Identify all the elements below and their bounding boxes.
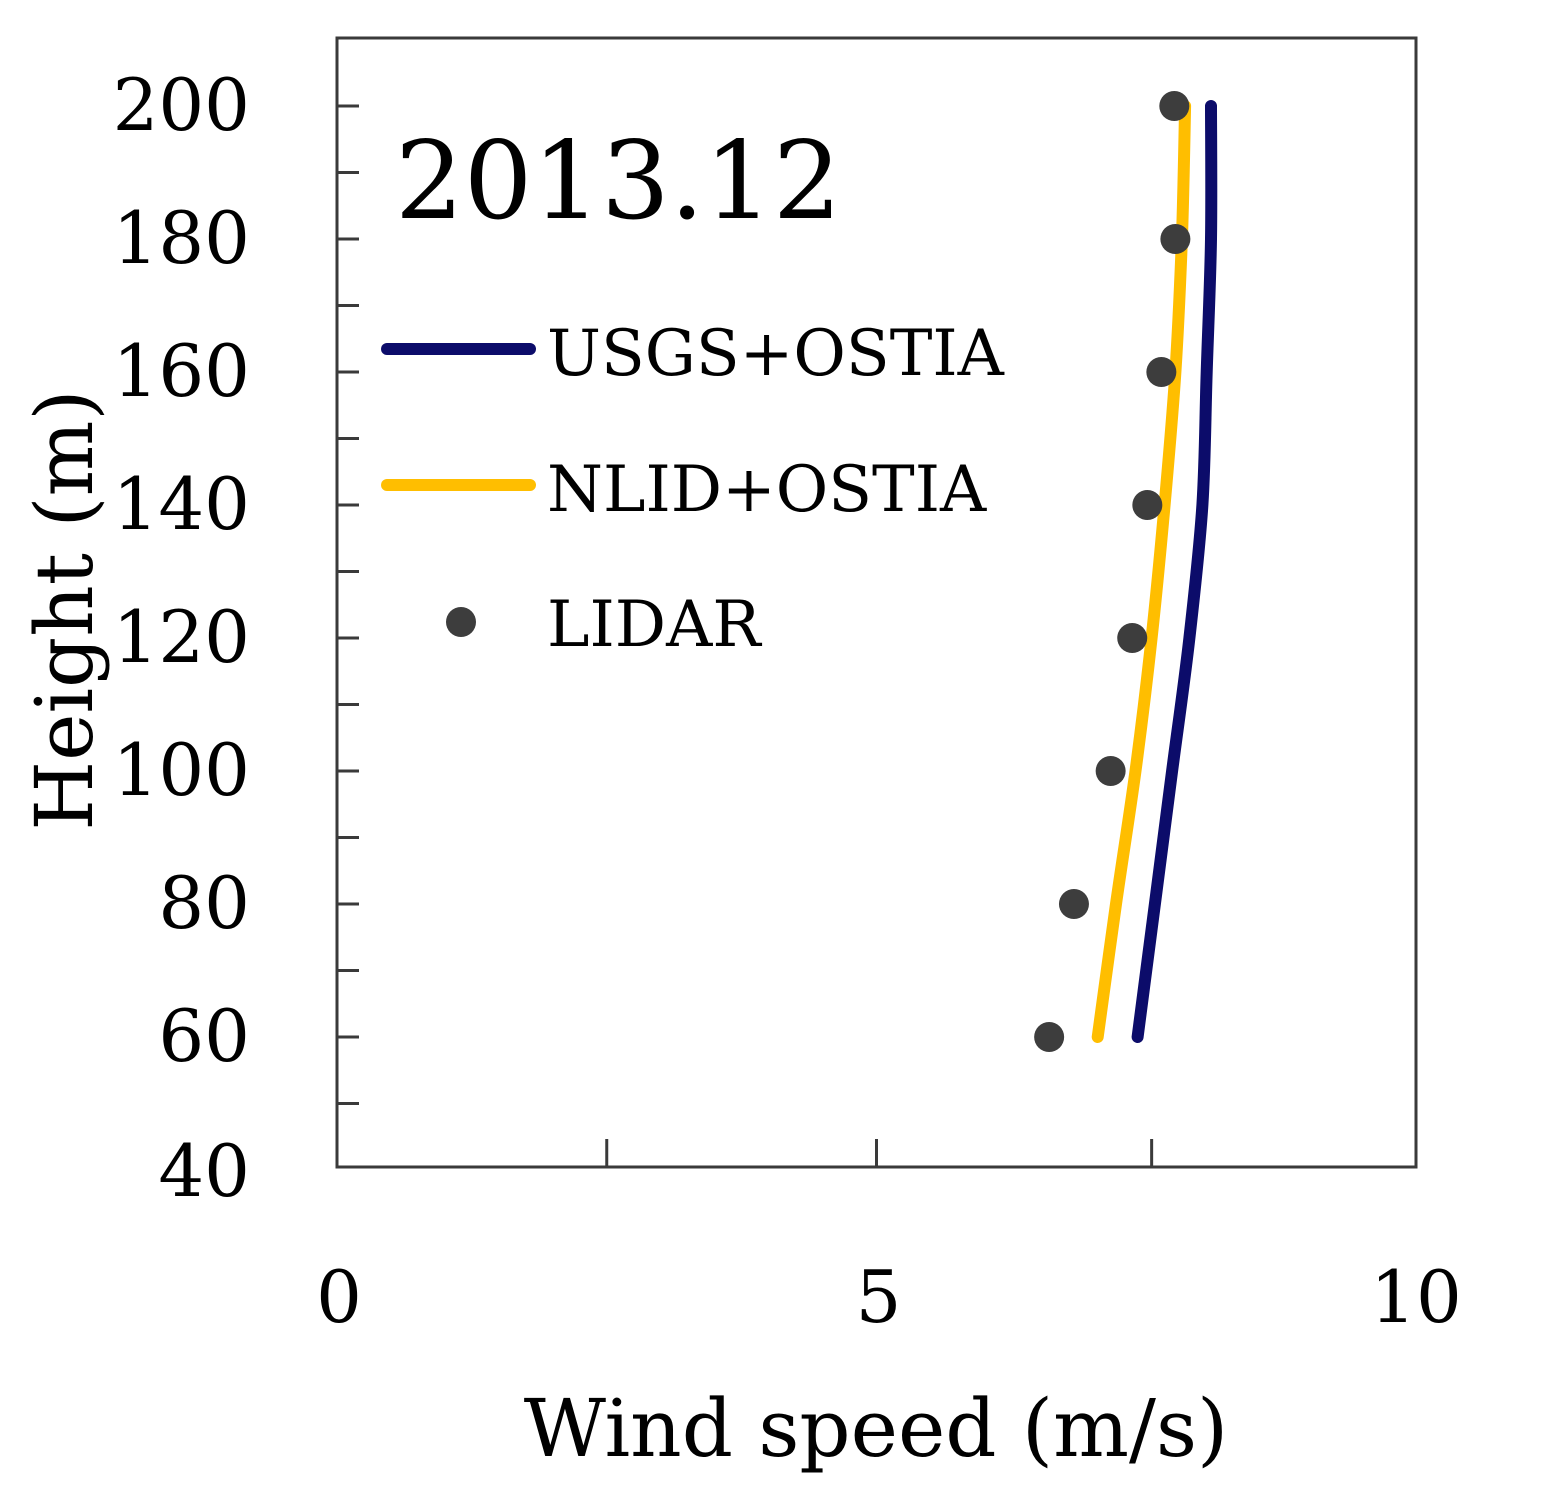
series-line-usgs-ostia <box>1131 100 1218 1043</box>
y-tick-label: 200 <box>113 63 250 147</box>
y-tick-label: 120 <box>113 595 250 679</box>
y-tick-label: 160 <box>113 329 250 413</box>
lidar-point <box>1159 91 1190 121</box>
y-tick-label: 100 <box>113 728 250 812</box>
x-tick-label: 5 <box>856 1255 902 1339</box>
y-axis-label: Height (m) <box>18 389 111 830</box>
lidar-point <box>1034 1022 1065 1052</box>
chart-title: 2013.12 <box>395 119 842 244</box>
y-minor-ticks <box>337 171 359 1105</box>
x-tick-labels: 0 5 10 <box>316 1255 1462 1339</box>
y-tick-label: 180 <box>113 196 250 280</box>
y-tick-label: 80 <box>158 861 250 945</box>
legend-label-lidar: LIDAR <box>547 588 762 662</box>
y-major-ticks <box>337 104 359 1039</box>
lidar-point <box>1132 490 1163 520</box>
legend: USGS+OSTIA NLID+OSTIA LIDAR <box>381 317 1005 662</box>
legend-marker-lidar <box>446 607 476 637</box>
lidar-point <box>1095 756 1126 786</box>
lidar-point <box>1058 889 1089 919</box>
x-minor-ticks <box>605 1139 1154 1167</box>
x-tick-label: 10 <box>1370 1255 1462 1339</box>
y-tick-label: 60 <box>158 994 250 1078</box>
lidar-point <box>1160 224 1191 254</box>
y-tick-label: 40 <box>158 1129 250 1213</box>
series-line-nlid-ostia <box>1091 100 1192 1043</box>
legend-label-nlid-ostia: NLID+OSTIA <box>547 453 987 527</box>
lidar-point <box>1117 623 1148 653</box>
x-axis-label: Wind speed (m/s) <box>524 1382 1228 1475</box>
y-tick-label: 140 <box>113 462 250 546</box>
x-tick-label: 0 <box>316 1255 362 1339</box>
lidar-point <box>1146 357 1177 387</box>
y-tick-labels: 40 60 80 100 120 140 160 180 200 <box>113 63 250 1213</box>
legend-label-usgs-ostia: USGS+OSTIA <box>547 317 1005 391</box>
series-layer <box>1034 91 1218 1052</box>
